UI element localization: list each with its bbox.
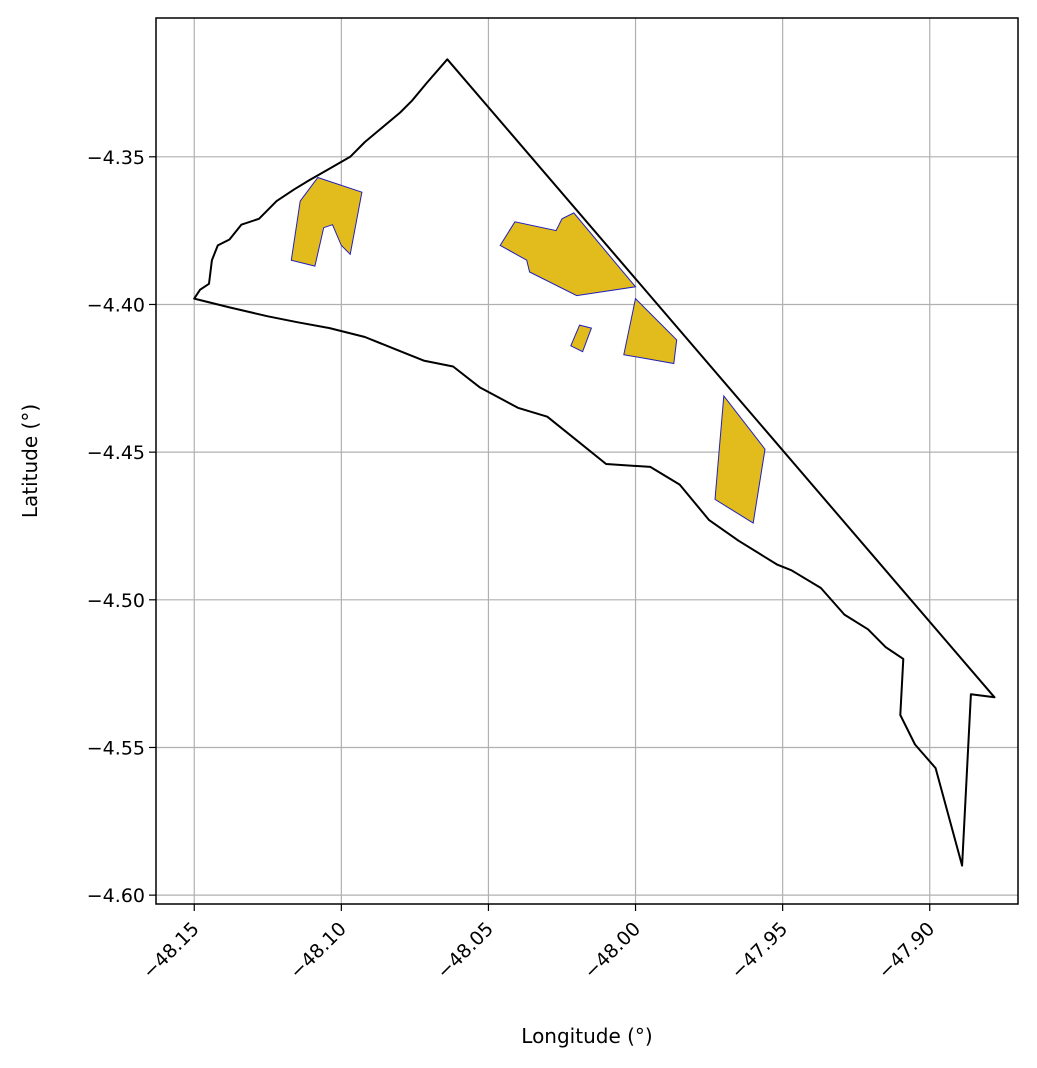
y-tick-label: −4.40 (87, 294, 145, 316)
y-tick-label: −4.55 (87, 737, 145, 759)
yellow-polygons[interactable] (290, 176, 766, 524)
yellow-polygon[interactable] (290, 176, 363, 267)
x-tick-label: −48.10 (286, 918, 351, 983)
yellow-polygon[interactable] (499, 212, 637, 297)
x-tick-label: −48.15 (138, 918, 203, 983)
x-axis-label: Longitude (°) (521, 1024, 652, 1048)
yellow-polygon[interactable] (714, 394, 766, 524)
x-tick-label: −47.90 (874, 918, 939, 983)
yellow-polygon[interactable] (570, 324, 593, 353)
y-tick-label: −4.60 (87, 885, 145, 907)
x-tick-label: −48.05 (433, 918, 498, 983)
y-tick-label: −4.35 (87, 147, 145, 169)
y-axis-label: Latitude (°) (18, 404, 42, 518)
boundary-outline (193, 58, 996, 867)
plot-background (156, 18, 1018, 904)
plot-frame (155, 17, 1019, 905)
y-tick-label: −4.45 (87, 442, 145, 464)
boundary-polygon (193, 58, 996, 867)
yellow-polygon[interactable] (623, 297, 678, 365)
x-tick-label: −47.95 (727, 918, 792, 983)
x-tick-label: −48.00 (580, 918, 645, 983)
grid-lines (156, 18, 1018, 904)
y-tick-label: −4.50 (87, 590, 145, 612)
